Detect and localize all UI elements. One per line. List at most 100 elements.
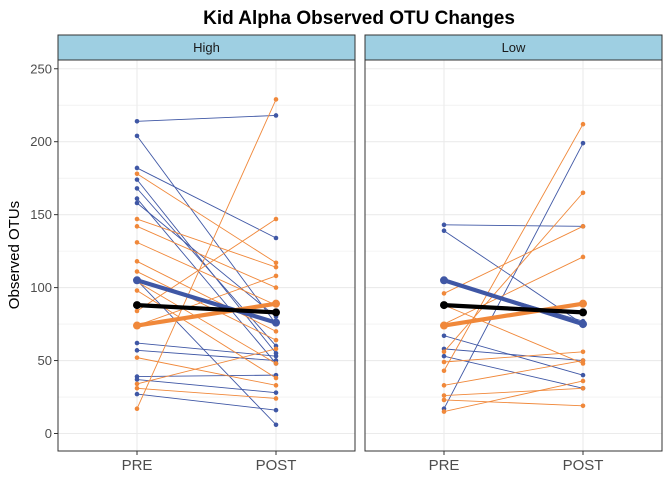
subject-line-blue xyxy=(136,179,277,354)
mean-point-pre xyxy=(133,276,141,285)
subject-line-orange xyxy=(136,260,277,332)
subject-point-post xyxy=(580,385,586,391)
mean-point-pre xyxy=(440,276,448,285)
subject-point-post xyxy=(273,260,279,266)
mean-line-blue xyxy=(441,278,586,327)
subject-point-post xyxy=(273,375,279,381)
mean-point-post xyxy=(579,299,587,308)
subject-point-pre xyxy=(134,186,140,191)
facet-strip xyxy=(364,34,663,61)
subject-line-orange xyxy=(443,351,584,363)
subject-line-orange xyxy=(443,225,584,294)
mean-line-orange xyxy=(134,301,279,328)
facet-strip-label: Low xyxy=(502,40,526,55)
subject-point-pre xyxy=(441,397,447,403)
subject-point-post xyxy=(580,358,586,363)
facet-panels: 0 50 100 150 200 250 High PRE POST Low PRE POST xyxy=(30,34,663,474)
subject-line-orange xyxy=(443,123,584,371)
subject-line-blue xyxy=(136,202,277,318)
x-tick-label: PRE xyxy=(122,457,153,474)
mean-point-pre xyxy=(440,301,448,310)
subject-point-pre xyxy=(134,391,140,397)
subject-point-pre xyxy=(134,165,140,171)
subject-line-blue xyxy=(443,335,584,376)
subject-point-post xyxy=(273,361,279,366)
subject-point-post xyxy=(273,407,279,413)
mean-point-pre xyxy=(133,301,141,310)
chart-title: Kid Alpha Observed OTU Changes xyxy=(203,8,515,29)
subject-line-blue xyxy=(136,393,277,411)
subject-line-orange xyxy=(136,173,277,264)
mean-point-post xyxy=(272,318,280,327)
subject-point-pre xyxy=(441,353,447,359)
subject-point-post xyxy=(580,190,586,196)
panel-border xyxy=(57,59,356,452)
subject-point-pre xyxy=(134,348,140,353)
subject-point-post xyxy=(580,224,586,229)
subject-point-pre xyxy=(441,409,447,414)
subject-point-post xyxy=(580,349,586,355)
subject-point-pre xyxy=(134,340,140,346)
subject-point-pre xyxy=(441,349,447,355)
subject-point-post xyxy=(273,113,279,118)
subject-point-post xyxy=(273,285,279,290)
panel-border xyxy=(364,59,663,452)
mean-point-post xyxy=(272,299,280,308)
subject-line-orange xyxy=(136,387,277,399)
mean-point-post xyxy=(579,308,587,317)
subject-line-blue xyxy=(136,135,277,325)
subject-point-post xyxy=(273,337,279,343)
subject-point-pre xyxy=(134,133,140,139)
subject-point-post xyxy=(273,264,279,270)
subject-point-pre xyxy=(134,177,140,182)
subject-point-pre xyxy=(134,269,140,274)
mean-line-overall xyxy=(134,303,279,315)
subject-point-post xyxy=(580,403,586,409)
subject-line-blue xyxy=(443,224,584,227)
subject-line-orange xyxy=(136,99,277,409)
x-tick-label: POST xyxy=(563,457,604,474)
subject-line-blue xyxy=(136,167,277,239)
subject-point-pre xyxy=(134,385,140,391)
subject-point-pre xyxy=(134,224,140,229)
subject-point-post xyxy=(580,140,586,146)
subject-line-orange xyxy=(443,399,584,407)
subject-point-pre xyxy=(134,171,140,177)
subject-line-orange xyxy=(443,380,584,413)
subject-point-pre xyxy=(134,240,140,245)
subject-line-blue xyxy=(443,348,584,361)
subject-point-pre xyxy=(441,333,447,339)
mean-point-pre xyxy=(440,321,448,330)
subject-line-blue xyxy=(136,379,277,394)
mean-line-blue xyxy=(134,278,279,325)
subject-point-pre xyxy=(134,196,140,201)
subject-point-post xyxy=(273,273,279,279)
subject-point-pre xyxy=(441,291,447,296)
subject-point-post xyxy=(580,254,586,260)
y-axis-title: Observed OTUs xyxy=(6,201,23,309)
y-tick-label: 250 xyxy=(30,61,52,76)
subject-point-pre xyxy=(134,216,140,222)
y-tick-label: 150 xyxy=(30,207,52,222)
subject-line-orange xyxy=(443,192,584,353)
subject-line-orange xyxy=(443,360,584,386)
y-tick-label: 200 xyxy=(30,134,52,149)
facet-strip-label: High xyxy=(193,40,220,55)
subject-line-orange xyxy=(136,241,277,306)
subject-line-blue xyxy=(136,349,277,361)
subject-line-blue xyxy=(136,198,277,364)
subject-point-pre xyxy=(134,406,140,411)
subject-point-post xyxy=(273,97,279,102)
subject-point-pre xyxy=(441,359,447,365)
subject-line-blue xyxy=(136,342,277,357)
subject-point-post xyxy=(273,216,279,222)
mean-point-post xyxy=(272,308,280,317)
subject-point-post xyxy=(273,346,279,352)
subject-point-pre xyxy=(134,288,140,293)
subject-point-post xyxy=(273,353,279,359)
mean-line-overall xyxy=(441,303,586,315)
panel-background xyxy=(365,60,662,451)
subject-line-orange xyxy=(136,218,277,312)
mean-line-orange xyxy=(441,301,586,328)
